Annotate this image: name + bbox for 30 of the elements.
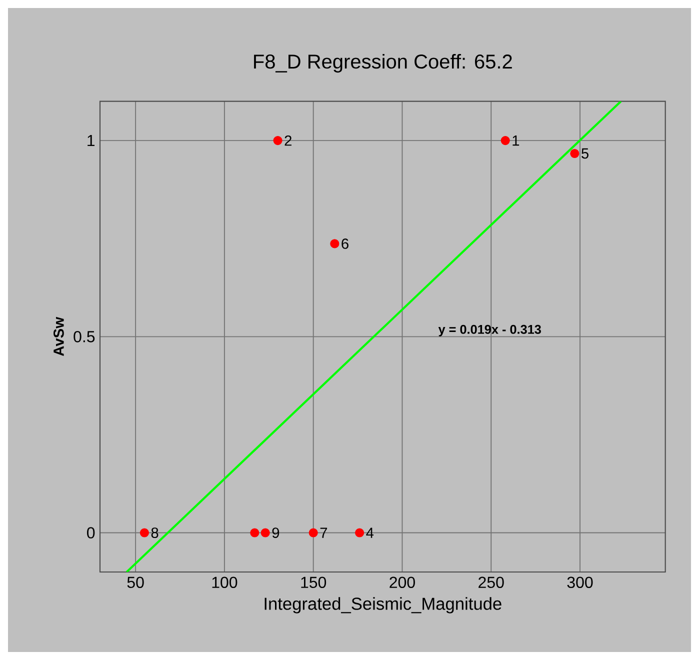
x-axis-title: Integrated_Seismic_Magnitude (264, 597, 502, 614)
x-tick-label: 150 (301, 576, 326, 588)
y-tick-label: 1 (88, 135, 95, 146)
point (330, 239, 340, 248)
y-tick-label: 0.5 (74, 331, 95, 342)
point (260, 528, 270, 538)
x-tick-label: 200 (390, 576, 415, 588)
point (570, 148, 580, 158)
x-tick-label: 250 (478, 576, 504, 588)
y-tick-label: 0 (87, 527, 95, 538)
x-tick-label: 100 (212, 576, 238, 588)
x-tick-label: 300 (567, 576, 593, 588)
annotation: 5 (582, 148, 588, 159)
point (140, 528, 149, 538)
annotation: 7 (320, 528, 328, 538)
annotation: 4 (366, 528, 374, 538)
annotation: y = 0.019x - 0.313 (438, 324, 541, 336)
point (355, 528, 364, 538)
annotation: 9 (272, 528, 280, 538)
point (500, 136, 510, 146)
y-axis-title: AvSw (54, 316, 64, 356)
point (308, 528, 318, 538)
annotation: 6 (342, 238, 348, 249)
point (250, 528, 260, 538)
annotation: 1 (512, 136, 520, 146)
chart-title: F8_D Regression Coeff: 65.2 (254, 54, 512, 73)
annotation: 8 (151, 528, 158, 538)
point (273, 136, 282, 146)
x-tick-label: 50 (127, 576, 144, 588)
annotation: 2 (284, 135, 292, 146)
